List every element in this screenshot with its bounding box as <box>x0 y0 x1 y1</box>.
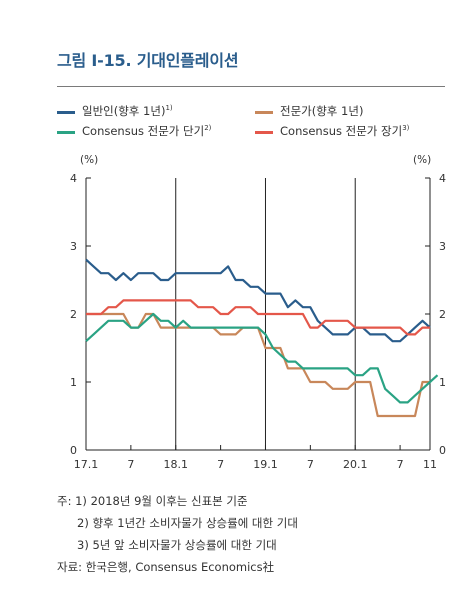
footnote-1: 주: 1) 2018년 9월 이후는 신표본 기준 <box>57 494 248 508</box>
legend-item-experts: 전문가(향후 1년) <box>280 103 363 119</box>
x-tick-label: 20.1 <box>343 458 368 471</box>
legend-item-consensus-short: Consensus 전문가 단기2) <box>82 123 211 139</box>
y-unit-label-right: (%) <box>413 154 431 166</box>
y-tick-label-right: 1 <box>439 376 446 389</box>
y-unit-label-left: (%) <box>80 154 98 166</box>
series-line-4 <box>86 299 430 336</box>
y-tick-label-right: 3 <box>439 240 446 253</box>
y-tick-label-right: 4 <box>439 172 446 185</box>
legend-label: Consensus 전문가 장기 <box>280 124 403 138</box>
series-line-3 <box>85 312 439 404</box>
y-tick-label-right: 2 <box>439 308 446 321</box>
legend-label: 일반인(향후 1년) <box>82 104 166 118</box>
line-chart: 0 01 12 23 34 4(%) (%)17.1 7 18.1 7 19.1 7 20.1 7 11 <box>70 154 446 471</box>
legend-footnote-mark: 1) <box>165 104 173 113</box>
series-line-1 <box>85 258 431 343</box>
y-tick-label-left: 1 <box>70 376 77 389</box>
x-tick-label: 17.1 <box>74 458 99 471</box>
y-tick-label-left: 4 <box>70 172 77 185</box>
x-tick-label: 18.1 <box>163 458 188 471</box>
legend-label: Consensus 전문가 단기 <box>82 124 205 138</box>
footnote-3: 3) 5년 앞 소비자물가 상승률에 대한 기대 <box>77 538 277 552</box>
y-tick-label-left: 3 <box>70 240 77 253</box>
source-note: 자료: 한국은행, Consensus Economics社 <box>57 560 275 574</box>
chart-title: 그림 I-15. 기대인플레이션 <box>57 51 239 70</box>
x-tick-label: 7 <box>307 458 314 471</box>
y-tick-label-left: 2 <box>70 308 77 321</box>
title-divider <box>57 86 445 87</box>
footnote-2: 2) 향후 1년간 소비자물가 상승률에 대한 기대 <box>77 516 298 530</box>
legend-footnote-mark: 3) <box>402 124 410 133</box>
x-tick-label: 11 <box>423 458 437 471</box>
legend-footnote-mark: 2) <box>204 124 212 133</box>
legend-item-general-public: 일반인(향후 1년)1) <box>82 103 173 119</box>
footnotes: 주: 1) 2018년 9월 이후는 신표본 기준 2) 향후 1년간 소비자물… <box>57 490 298 578</box>
legend-label: 전문가(향후 1년) <box>280 104 364 118</box>
legend-swatch-experts <box>255 111 273 114</box>
legend-item-consensus-long: Consensus 전문가 장기3) <box>280 123 409 139</box>
y-tick-label-left: 0 <box>70 444 77 457</box>
legend-swatch-consensus-long <box>255 131 273 134</box>
series-line-2 <box>86 312 430 418</box>
x-tick-label: 7 <box>217 458 224 471</box>
x-tick-label: 19.1 <box>253 458 278 471</box>
legend-swatch-consensus-short <box>57 131 75 134</box>
x-tick-label: 7 <box>127 458 134 471</box>
y-tick-label-right: 0 <box>439 444 446 457</box>
legend-swatch-general-public <box>57 111 75 114</box>
x-tick-label: 7 <box>397 458 404 471</box>
